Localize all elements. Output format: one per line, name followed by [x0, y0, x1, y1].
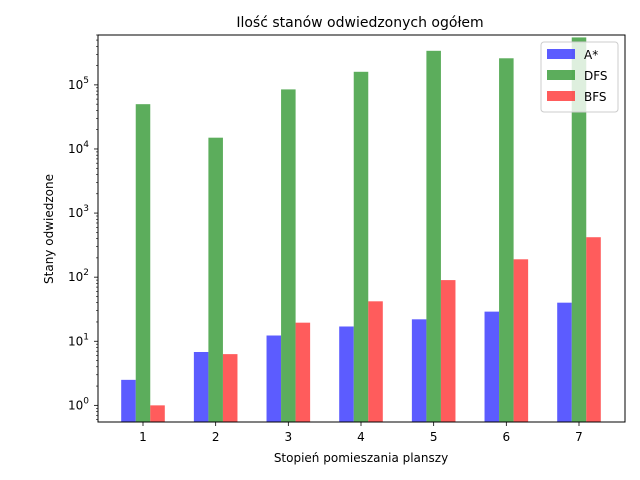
bar-dfs-4 [353, 71, 369, 423]
bar-dfs-2 [208, 137, 223, 422]
bar-a-7 [557, 302, 572, 422]
bar-dfs-1 [135, 104, 151, 422]
x-tick-label: 2 [212, 430, 220, 444]
legend-swatch [547, 49, 575, 59]
chart-title: Ilość stanów odwiedzonych ogółem [236, 15, 483, 31]
bar-a-5 [411, 319, 427, 422]
x-tick-label: 7 [575, 430, 583, 444]
bar-dfs-7 [571, 37, 587, 422]
bar-a-2 [193, 351, 209, 422]
bar-a-4 [339, 326, 354, 422]
x-tick-label: 5 [430, 430, 438, 444]
bar-bfs-1 [150, 405, 165, 422]
bar-a-6 [484, 311, 500, 422]
bar-bfs-7 [586, 237, 601, 422]
x-axis-label: Stopień pomieszania planszy [274, 451, 448, 465]
bar-bfs-2 [222, 354, 238, 422]
bar-bfs-3 [295, 322, 311, 422]
x-tick-label: 3 [285, 430, 293, 444]
bar-dfs-3 [281, 89, 296, 423]
y-axis-label: Stany odwiedzone [42, 174, 56, 284]
x-tick-label: 1 [139, 430, 147, 444]
bar-a-3 [266, 335, 282, 422]
bar-bfs-4 [368, 301, 383, 422]
legend-label: A* [584, 48, 598, 62]
bar-dfs-6 [499, 58, 514, 422]
x-tick-label: 6 [503, 430, 511, 444]
legend-swatch [547, 91, 575, 101]
bar-a-1 [121, 379, 136, 422]
bar-dfs-5 [426, 50, 441, 422]
legend-swatch [547, 70, 575, 80]
x-tick-label: 4 [357, 430, 365, 444]
legend-label: DFS [584, 69, 608, 83]
legend: A* DFS BFS [540, 41, 619, 113]
bar-bfs-5 [440, 280, 456, 422]
bars-group [121, 37, 601, 423]
plot-frame [97, 34, 626, 423]
legend-label: BFS [584, 90, 607, 104]
bar-bfs-6 [513, 259, 529, 422]
x-ticks: 1 2 3 4 5 6 7 [139, 422, 583, 444]
